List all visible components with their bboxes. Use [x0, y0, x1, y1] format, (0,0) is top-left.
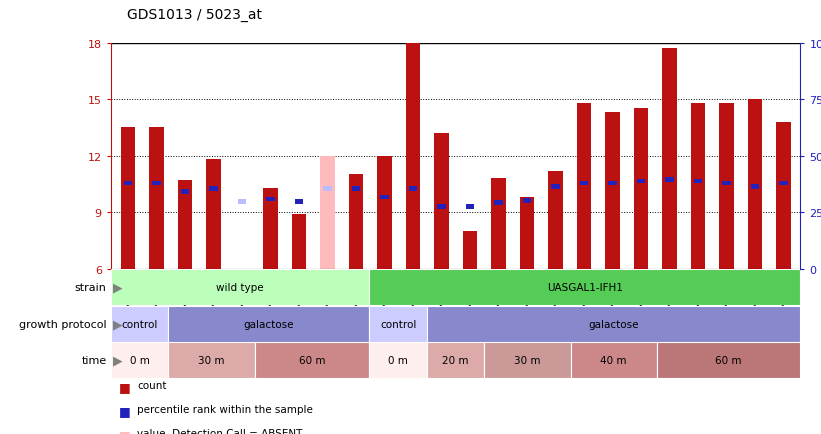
Bar	[124, 181, 132, 186]
Text: ■: ■	[119, 381, 131, 394]
Bar	[776, 122, 791, 269]
Bar	[427, 306, 800, 342]
Bar	[209, 187, 218, 191]
Bar	[580, 181, 588, 186]
Text: count: count	[137, 381, 167, 391]
Bar	[206, 160, 221, 269]
Bar	[463, 231, 477, 269]
Text: value, Detection Call = ABSENT: value, Detection Call = ABSENT	[137, 428, 302, 434]
Bar	[323, 187, 332, 191]
Bar	[657, 342, 800, 378]
Text: ■: ■	[119, 428, 131, 434]
Bar	[494, 201, 502, 206]
Bar	[369, 342, 427, 378]
Bar	[491, 179, 506, 269]
Bar	[320, 156, 334, 269]
Bar	[548, 171, 562, 269]
Text: control: control	[122, 319, 158, 329]
Bar	[523, 199, 531, 204]
Bar	[636, 179, 645, 184]
Text: strain: strain	[75, 283, 107, 293]
Bar	[378, 156, 392, 269]
Bar	[722, 181, 731, 186]
Bar	[111, 270, 369, 306]
Text: UASGAL1-IFH1: UASGAL1-IFH1	[547, 283, 623, 293]
Text: GDS1013 / 5023_at: GDS1013 / 5023_at	[127, 8, 262, 22]
Bar	[406, 43, 420, 269]
Bar	[351, 187, 360, 191]
Text: 30 m: 30 m	[514, 355, 541, 365]
Text: galactose: galactose	[244, 319, 294, 329]
Bar	[111, 342, 168, 378]
Bar	[168, 306, 369, 342]
Bar	[264, 188, 277, 269]
Bar	[349, 175, 363, 269]
Bar	[152, 181, 161, 186]
Bar	[121, 128, 135, 269]
Bar	[168, 342, 255, 378]
Bar	[295, 200, 303, 205]
Bar	[178, 181, 192, 269]
Bar	[663, 49, 677, 269]
Bar	[665, 178, 674, 182]
Bar	[571, 342, 657, 378]
Bar	[149, 128, 163, 269]
Text: time: time	[81, 355, 107, 365]
Bar	[291, 214, 306, 269]
Text: ■: ■	[119, 404, 131, 418]
Bar	[369, 306, 427, 342]
Bar	[719, 104, 733, 269]
Bar	[779, 181, 787, 186]
Bar	[484, 342, 571, 378]
Text: 40 m: 40 m	[600, 355, 627, 365]
Bar	[181, 190, 189, 194]
Bar	[750, 185, 759, 190]
Text: 60 m: 60 m	[715, 355, 742, 365]
Bar	[520, 197, 534, 269]
Bar	[437, 205, 446, 209]
Text: 0 m: 0 m	[130, 355, 149, 365]
Bar	[694, 179, 702, 184]
Bar	[266, 197, 275, 202]
Text: 0 m: 0 m	[388, 355, 408, 365]
Text: 60 m: 60 m	[299, 355, 325, 365]
Bar	[690, 104, 705, 269]
Text: control: control	[380, 319, 416, 329]
Bar	[608, 181, 617, 186]
Bar	[434, 134, 448, 269]
Text: 30 m: 30 m	[198, 355, 225, 365]
Text: wild type: wild type	[216, 283, 264, 293]
Bar	[111, 306, 168, 342]
Bar	[577, 104, 591, 269]
Bar	[409, 187, 417, 191]
Bar	[605, 113, 620, 269]
Bar	[634, 109, 648, 269]
Text: percentile rank within the sample: percentile rank within the sample	[137, 404, 313, 414]
Text: ▶: ▶	[112, 318, 122, 330]
Text: 20 m: 20 m	[443, 355, 469, 365]
Bar	[551, 185, 560, 190]
Text: ▶: ▶	[112, 354, 122, 367]
Bar	[255, 342, 369, 378]
Bar	[369, 270, 800, 306]
Text: galactose: galactose	[589, 319, 639, 329]
Text: growth protocol: growth protocol	[19, 319, 107, 329]
Bar	[380, 195, 388, 200]
Bar	[237, 200, 246, 205]
Bar	[748, 100, 762, 269]
Bar	[427, 342, 484, 378]
Bar	[466, 205, 475, 209]
Text: ▶: ▶	[112, 281, 122, 294]
